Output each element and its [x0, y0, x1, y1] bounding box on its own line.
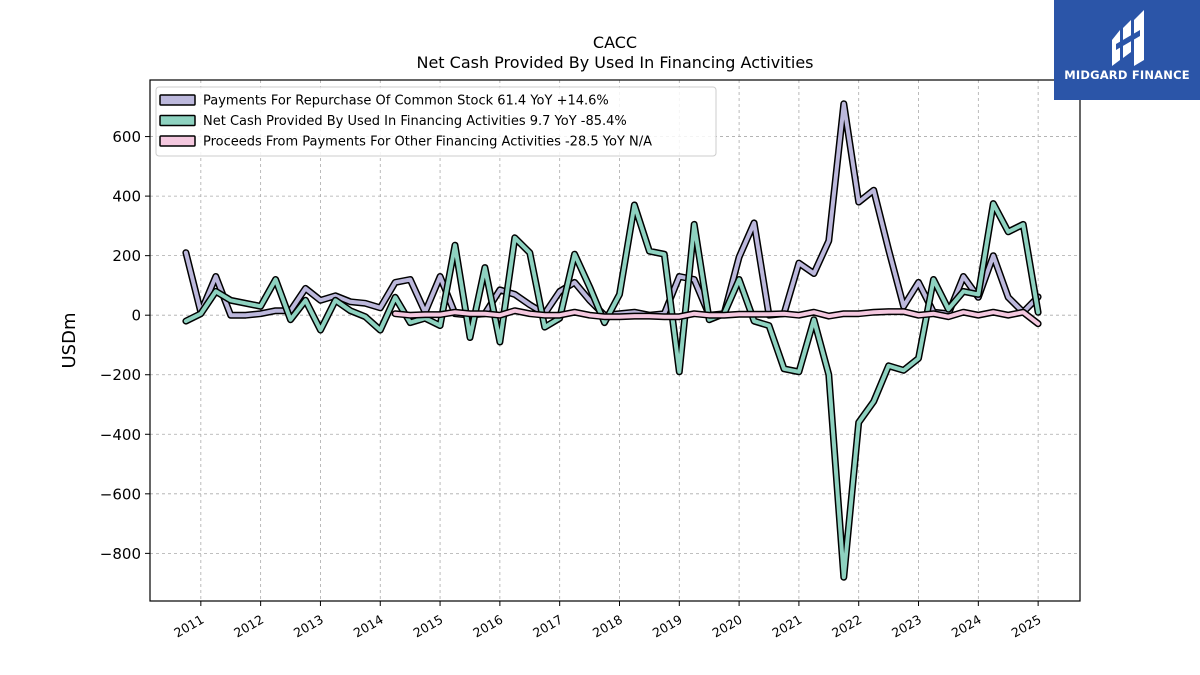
y-axis-label: USDm: [59, 313, 80, 369]
x-tick-label: 2025: [1009, 612, 1044, 641]
x-tick-label: 2018: [590, 612, 625, 641]
legend-entry-label: Proceeds From Payments For Other Financi…: [203, 135, 652, 150]
x-tick-label: 2024: [949, 612, 984, 641]
x-tick-label: 2013: [291, 612, 326, 641]
legend-entry-label: Payments For Repurchase Of Common Stock …: [203, 94, 609, 109]
y-tick-label: −600: [100, 485, 141, 503]
y-tick-label: 200: [112, 247, 141, 265]
y-tick-label: 400: [112, 188, 141, 206]
series-stroke: [393, 308, 1041, 326]
legend: Payments For Repurchase Of Common Stock …: [155, 86, 717, 157]
x-tick-label: 2012: [231, 612, 266, 641]
brand-name: MIDGARD FINANCE: [1064, 68, 1190, 82]
x-tick-label: 2020: [710, 612, 745, 641]
grid-lines: [150, 80, 1080, 601]
legend-swatch: [159, 94, 196, 106]
y-tick-label: −400: [100, 426, 141, 444]
y-tick-label: −800: [100, 545, 141, 563]
legend-swatch: [159, 114, 196, 127]
plot-frame: [149, 79, 1081, 602]
series-stroke: [183, 201, 1041, 580]
series-lines: [182, 100, 1042, 581]
y-tick-label: −200: [100, 366, 141, 384]
x-tick-label: 2011: [171, 612, 206, 641]
x-tick-label: 2023: [889, 612, 924, 641]
y-tick-label: 0: [131, 307, 141, 325]
x-tick-label: 2021: [769, 612, 804, 641]
plot-background: [150, 80, 1080, 601]
series-line-3: [391, 307, 1042, 328]
x-tick-label: 2022: [829, 612, 864, 641]
chart-subtitle: Net Cash Provided By Used In Financing A…: [416, 53, 813, 72]
brand-logo-mark: [1054, 0, 1200, 100]
x-tick-label: 2017: [530, 612, 565, 641]
legend-box: [155, 86, 717, 157]
x-tick-label: 2015: [411, 612, 446, 641]
x-tick-label: 2014: [351, 612, 386, 641]
legend-swatch: [159, 135, 196, 147]
x-tick-label: 2019: [650, 612, 685, 641]
x-tick-label: 2016: [470, 612, 505, 641]
series-line-2: [182, 200, 1042, 581]
legend-entry-label: Net Cash Provided By Used In Financing A…: [203, 114, 627, 129]
y-tick-label: 600: [112, 128, 141, 146]
brand-logo: MIDGARD FINANCE: [1054, 0, 1200, 100]
chart-title: CACC: [593, 33, 637, 52]
